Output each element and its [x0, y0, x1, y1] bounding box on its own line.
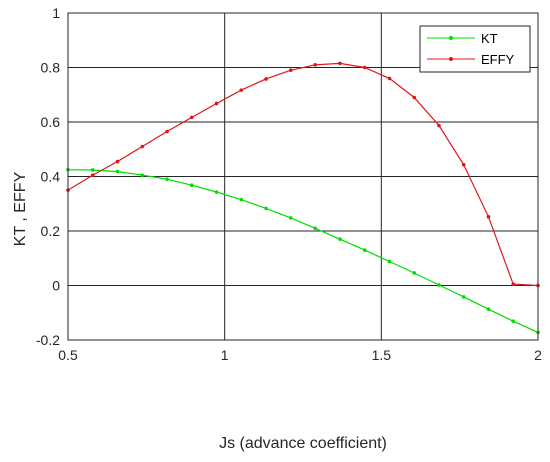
data-point-kt	[214, 190, 219, 194]
data-point-kt	[165, 177, 169, 182]
legend-kt-marker	[449, 36, 453, 40]
series-line-effy	[67, 62, 539, 287]
data-point-kt	[437, 283, 441, 287]
data-point-effy	[486, 215, 491, 219]
data-point-kt	[264, 206, 268, 211]
legend-kt-label: KT	[481, 31, 498, 46]
data-point-kt	[461, 295, 466, 299]
data-point-effy	[288, 68, 293, 73]
legend: KT EFFY	[419, 25, 531, 73]
data-point-effy	[362, 65, 367, 70]
data-point-kt	[511, 319, 516, 323]
data-point-kt	[338, 237, 342, 241]
data-point-effy	[412, 95, 417, 100]
series-line-kt	[67, 169, 539, 333]
data-point-kt	[288, 216, 293, 220]
y-tick-label: 0.4	[41, 169, 61, 185]
data-point-kt	[387, 259, 392, 264]
data-point-effy	[437, 123, 441, 128]
tick-labels: 0.5 1 1.5 2 -0.2 0 0.2 0.4 0.6 0.8 1	[36, 5, 542, 363]
data-point-kt	[90, 168, 95, 172]
y-tick-label: 0.2	[41, 223, 61, 239]
y-axis-label: KT , EFFY	[12, 171, 29, 246]
y-tick-label: 0	[52, 278, 60, 294]
data-point-kt	[313, 226, 318, 231]
data-point-effy	[214, 101, 219, 106]
legend-box	[419, 25, 531, 73]
y-tick-label: 0.8	[41, 60, 61, 76]
data-point-kt	[140, 173, 145, 177]
data-point-effy	[165, 129, 169, 134]
data-point-kt	[412, 271, 417, 275]
data-point-effy	[313, 62, 318, 67]
data-point-effy	[461, 162, 466, 167]
y-tick-label: -0.2	[36, 332, 60, 348]
x-tick-label: 1	[221, 347, 229, 363]
data-point-effy	[115, 159, 120, 164]
data-point-effy	[239, 88, 244, 92]
plot-frame	[67, 12, 539, 341]
data-point-effy	[90, 173, 95, 177]
data-point-effy	[140, 144, 145, 149]
data-point-effy	[264, 77, 268, 81]
data-point-kt	[189, 183, 194, 188]
data-point-kt	[115, 169, 120, 174]
x-axis-label: Js (advance coefficient)	[219, 435, 387, 452]
legend-effy-label: EFFY	[481, 52, 515, 67]
x-tick-label: 0.5	[58, 347, 78, 363]
data-point-kt	[239, 197, 244, 202]
series-lines	[66, 61, 540, 335]
y-tick-label: 0.6	[41, 114, 61, 130]
data-point-effy	[338, 61, 342, 66]
data-point-kt	[362, 248, 367, 252]
x-tick-label: 2	[534, 347, 542, 363]
x-tick-label: 1.5	[372, 347, 392, 363]
data-point-effy	[189, 115, 194, 120]
data-point-effy	[511, 282, 516, 286]
data-point-kt	[486, 307, 491, 312]
y-tick-label: 1	[52, 5, 60, 21]
legend-effy-marker	[449, 57, 453, 61]
data-point-effy	[387, 76, 392, 81]
